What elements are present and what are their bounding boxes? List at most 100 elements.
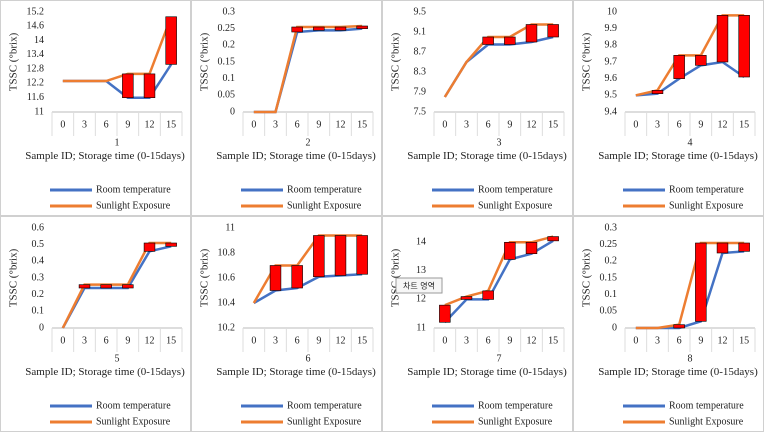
x-axis-label: Sample ID; Storage time (0-15days) [598,366,758,378]
legend-label: Sunlight Exposure [287,416,362,427]
legend-label: Room temperature [96,184,171,195]
x-axis-label-box: Sample ID; Storage time (0-15days) [407,150,566,162]
x-tick-label: 0 [442,335,447,346]
series-line [443,35,554,98]
y-tick-label: 10.4 [218,297,236,308]
y-axis-label: TSSC (°brix) [8,248,20,307]
y-tick-label: 0.05 [218,90,236,101]
tooltip: 차트 영역 [403,281,435,291]
x-tick-label: 12 [718,119,728,130]
legend-label: Sunlight Exposure [96,200,171,211]
up-down-bar [356,235,368,275]
y-tick-label: 13 [416,265,426,276]
y-tick-label: 0.15 [600,272,618,283]
x-tick-label: 9 [125,119,130,130]
x-tick-label: 3 [464,119,469,130]
legend-label: Room temperature [478,184,553,195]
up-down-bar [460,296,473,300]
x-tick-label: 3 [655,335,660,346]
up-down-bar [334,26,347,31]
x-tick-label: 3 [273,119,278,130]
up-down-bar [547,24,559,38]
up-down-bar [482,36,494,45]
chart-subtitle: 6 [306,353,311,364]
chart-subtitle: 7 [497,353,502,364]
x-tick-label: 12 [527,335,537,346]
y-tick-label: 0.25 [218,23,236,34]
y-tick-label: 11 [416,322,426,333]
up-down-bar [439,304,451,323]
chart-subtitle: 4 [688,137,693,148]
up-down-bar [482,290,494,300]
up-down-bar [547,236,559,242]
legend-label: Room temperature [669,184,744,195]
legend-label: Room temperature [287,184,362,195]
y-tick-label: 0.1 [32,306,45,317]
y-tick-label: 9.1 [414,26,427,37]
y-tick-label: 0 [612,322,617,333]
panel-border [573,0,764,216]
panel-border [573,216,764,432]
x-tick-label: 9 [316,335,321,346]
x-tick-label: 0 [442,119,447,130]
y-tick-label: 0.4 [32,256,45,267]
y-tick-label: 8.3 [414,66,427,77]
y-tick-label: 10 [607,6,617,17]
y-tick-label: 10.2 [218,322,236,333]
legend-label: Room temperature [669,400,744,411]
y-tick-label: 0.1 [223,73,236,84]
up-down-bar [504,241,516,260]
up-down-bar [673,324,685,329]
y-tick-label: 7.5 [414,106,427,117]
x-tick-label: 15 [548,119,558,130]
x-tick-label: 9 [507,119,512,130]
x-axis-label: Sample ID; Storage time (0-15days) [216,366,376,378]
y-tick-label: 10.8 [218,247,236,258]
x-tick-label: 0 [60,335,65,346]
chart-subtitle: 8 [688,353,693,364]
y-tick-label: 13.4 [27,49,45,60]
y-tick-label: 0.15 [218,56,236,67]
legend-label: Sunlight Exposure [96,416,171,427]
x-axis-label: Sample ID; Storage time (0-15days) [407,366,567,378]
panel: TSSC (°brix) 11 11.6 12.2 12.8 13.4 14 14.6 15.2… [0,0,191,216]
x-tick-label: 3 [464,335,469,346]
x-tick-label: 6 [295,119,300,130]
x-tick-label: 15 [739,335,749,346]
legend-label: Sunlight Exposure [287,200,362,211]
up-down-bar [334,235,347,276]
legend-label: Sunlight Exposure [669,200,744,211]
up-down-bar [143,242,156,252]
up-down-bar [716,242,729,254]
y-axis-label: TSSC (°brix) [8,32,20,91]
series-line [253,27,363,114]
up-down-bar [525,24,538,43]
y-tick-label: 0 [230,106,235,117]
x-tick-label: 6 [677,335,682,346]
y-tick-label: 8.7 [414,46,427,57]
y-tick-label: 9.5 [414,6,427,17]
y-tick-label: 12.2 [27,78,45,89]
x-tick-label: 12 [718,335,728,346]
panel-border [0,0,191,216]
y-tick-label: 0.2 [605,256,618,267]
x-tick-label: 0 [633,119,638,130]
y-axis-label: TSSC (°brix) [581,248,593,307]
x-axis-label: Sample ID; Storage time (0-15days) [25,150,185,162]
up-down-bar [100,284,112,289]
x-tick-label: 15 [166,119,176,130]
x-tick-label: 6 [104,335,109,346]
up-down-bar [356,25,368,29]
panel-border [191,216,382,432]
legend-label: Sunlight Exposure [478,416,553,427]
up-down-bar [269,265,282,291]
panel: TSSC (°brix) 0 0.05 0.1 0.15 0.2 0.25 0.3 0 3 6 9 12… [191,0,382,216]
y-tick-label: 0 [39,322,44,333]
x-tick-label: 12 [145,119,155,130]
chart-subtitle: 2 [306,137,311,148]
up-down-bar [143,73,156,99]
x-tick-label: 3 [655,119,660,130]
y-tick-label: 0.2 [223,40,236,51]
y-tick-label: 0.2 [32,289,45,300]
y-tick-label: 12 [416,294,426,305]
